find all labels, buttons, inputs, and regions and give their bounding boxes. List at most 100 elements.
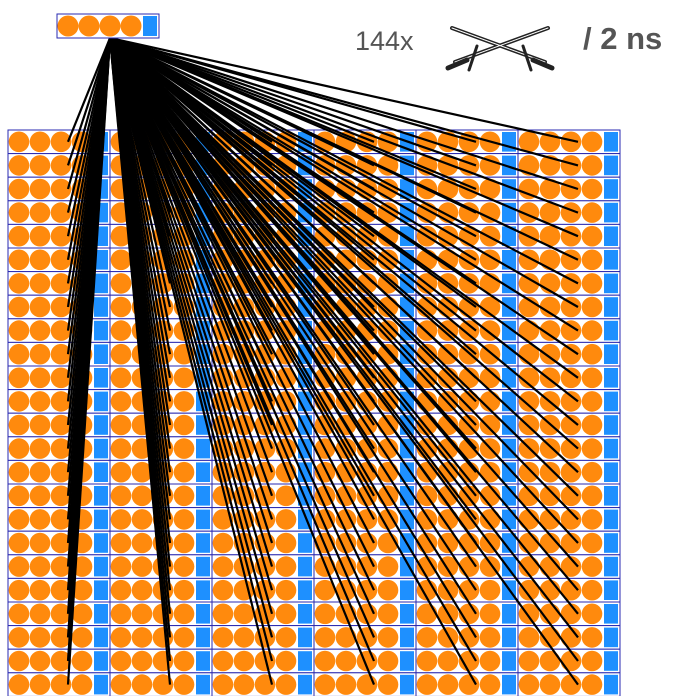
cell-slot xyxy=(275,603,297,625)
cell-slot xyxy=(8,650,30,672)
cell-flag xyxy=(502,179,516,199)
cell-flag xyxy=(604,462,618,482)
cell-slot xyxy=(110,273,132,294)
cell-slot xyxy=(539,650,561,672)
cell-flag xyxy=(196,651,210,671)
cell-slot xyxy=(416,627,438,648)
cell-slot xyxy=(518,650,540,672)
cell-flag xyxy=(298,651,312,671)
cell-flag xyxy=(94,627,108,648)
cell-flag xyxy=(502,627,516,648)
cell-flag xyxy=(400,604,414,624)
cell-flag xyxy=(604,179,618,199)
cell-slot xyxy=(50,367,72,389)
cell-slot xyxy=(131,509,153,530)
link xyxy=(109,37,579,379)
cell-slot xyxy=(458,556,480,577)
cell-slot xyxy=(110,320,132,341)
cell-slot xyxy=(560,556,582,577)
cell xyxy=(109,648,213,674)
cell-flag xyxy=(94,415,108,435)
cell-flag xyxy=(94,509,108,530)
cell-flag xyxy=(94,462,108,482)
cell-slot xyxy=(29,225,51,247)
cell xyxy=(517,648,621,674)
cell-slot xyxy=(335,532,357,554)
link xyxy=(109,37,579,497)
cell-slot xyxy=(50,391,72,412)
cell-slot xyxy=(437,650,459,672)
cell-slot xyxy=(8,485,30,507)
cell xyxy=(7,648,111,674)
cell-slot xyxy=(212,509,234,530)
cell-slot xyxy=(8,461,30,483)
link xyxy=(108,37,274,497)
cell xyxy=(211,601,315,627)
cell-slot xyxy=(539,343,561,365)
cell-slot xyxy=(275,485,297,507)
link xyxy=(109,36,579,167)
cell-slot xyxy=(50,414,72,436)
cell-slot xyxy=(212,532,234,554)
cell-slot xyxy=(110,367,132,389)
link xyxy=(109,36,579,238)
link xyxy=(109,36,579,191)
cell xyxy=(517,200,621,225)
cell-slot xyxy=(173,509,195,530)
cell xyxy=(517,294,621,320)
cell-slot xyxy=(437,532,459,554)
cell-slot xyxy=(8,343,30,365)
cell-flag xyxy=(502,368,516,388)
link xyxy=(109,37,579,450)
cell-slot xyxy=(173,556,195,577)
cell-slot xyxy=(518,296,540,318)
cell-slot xyxy=(560,532,582,554)
link xyxy=(109,36,579,214)
cell-slot xyxy=(560,485,582,507)
link xyxy=(109,37,477,662)
links xyxy=(66,36,579,686)
cell-flag xyxy=(502,604,516,624)
cell-slot xyxy=(458,674,480,695)
cell-slot xyxy=(50,579,72,601)
link xyxy=(109,37,579,332)
cell-flag xyxy=(400,155,414,176)
cell xyxy=(7,389,111,414)
cell-slot xyxy=(131,627,153,648)
cell-slot xyxy=(416,674,438,695)
cell-slot xyxy=(437,225,459,247)
cell-flag xyxy=(604,391,618,412)
cell-slot xyxy=(50,131,72,153)
cell xyxy=(517,577,621,603)
cell-slot xyxy=(581,627,603,648)
cell-flag xyxy=(94,556,108,577)
cell-flag xyxy=(94,391,108,412)
cell-slot xyxy=(110,556,132,577)
cell-slot xyxy=(29,579,51,601)
cell-slot xyxy=(539,674,561,695)
cell-slot xyxy=(479,414,501,436)
cell-flag xyxy=(400,462,414,482)
cell-slot xyxy=(29,674,51,695)
cell-slot xyxy=(173,414,195,436)
cell-slot xyxy=(71,627,93,648)
cell-flag xyxy=(604,651,618,671)
cell-slot xyxy=(377,225,399,247)
cell-slot xyxy=(437,155,459,176)
cell xyxy=(517,271,621,296)
cell-slot xyxy=(50,296,72,318)
cell xyxy=(415,672,519,696)
cell-slot xyxy=(518,579,540,601)
cell-flag xyxy=(94,250,108,270)
cell-slot xyxy=(8,674,30,695)
cell-slot xyxy=(539,320,561,341)
cell-slot xyxy=(518,674,540,695)
link xyxy=(109,37,477,686)
cell-flag xyxy=(94,486,108,506)
cell xyxy=(517,601,621,627)
cell-slot xyxy=(110,603,132,625)
cell-slot xyxy=(131,532,153,554)
cell-flag xyxy=(94,273,108,294)
cell xyxy=(7,459,111,485)
cell-slot xyxy=(479,461,501,483)
